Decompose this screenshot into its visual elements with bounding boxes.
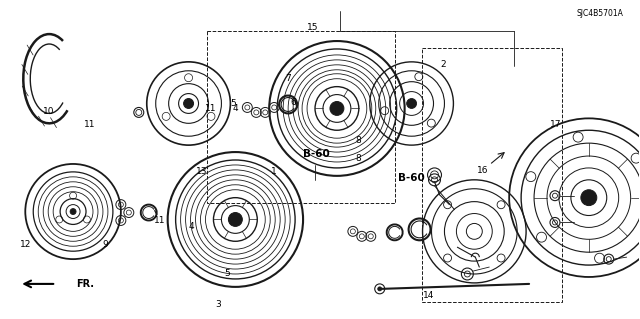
Text: 16: 16 [477, 166, 488, 175]
Text: 12: 12 [20, 241, 31, 249]
Circle shape [581, 190, 596, 205]
Text: 11: 11 [205, 104, 216, 113]
Text: 2: 2 [440, 60, 446, 69]
Circle shape [228, 212, 243, 226]
Text: 8: 8 [355, 154, 361, 163]
Text: 10: 10 [44, 107, 55, 116]
Circle shape [330, 101, 344, 115]
Text: B-60: B-60 [397, 174, 424, 183]
Bar [422, 48, 562, 302]
Text: 11: 11 [84, 120, 95, 129]
Circle shape [378, 287, 381, 291]
Text: SJC4B5701A: SJC4B5701A [577, 9, 624, 18]
Text: 13: 13 [196, 167, 208, 176]
Text: 15: 15 [307, 23, 318, 32]
Text: 3: 3 [215, 300, 221, 309]
Bar [207, 32, 395, 203]
Text: 9: 9 [102, 241, 108, 249]
Text: 8: 8 [355, 136, 361, 145]
Text: 11: 11 [154, 216, 165, 225]
Text: B-60: B-60 [303, 149, 330, 159]
Text: 6: 6 [291, 98, 296, 107]
Text: 7: 7 [285, 74, 291, 83]
Circle shape [406, 99, 417, 108]
Circle shape [70, 209, 76, 214]
Text: 17: 17 [550, 120, 561, 129]
Text: 4: 4 [232, 104, 238, 113]
Text: 14: 14 [422, 291, 434, 300]
Circle shape [184, 99, 193, 108]
Text: 5: 5 [230, 99, 236, 108]
Text: 5: 5 [225, 269, 230, 278]
Text: FR.: FR. [76, 279, 94, 289]
Text: 1: 1 [271, 167, 277, 176]
Text: 4: 4 [188, 222, 194, 231]
